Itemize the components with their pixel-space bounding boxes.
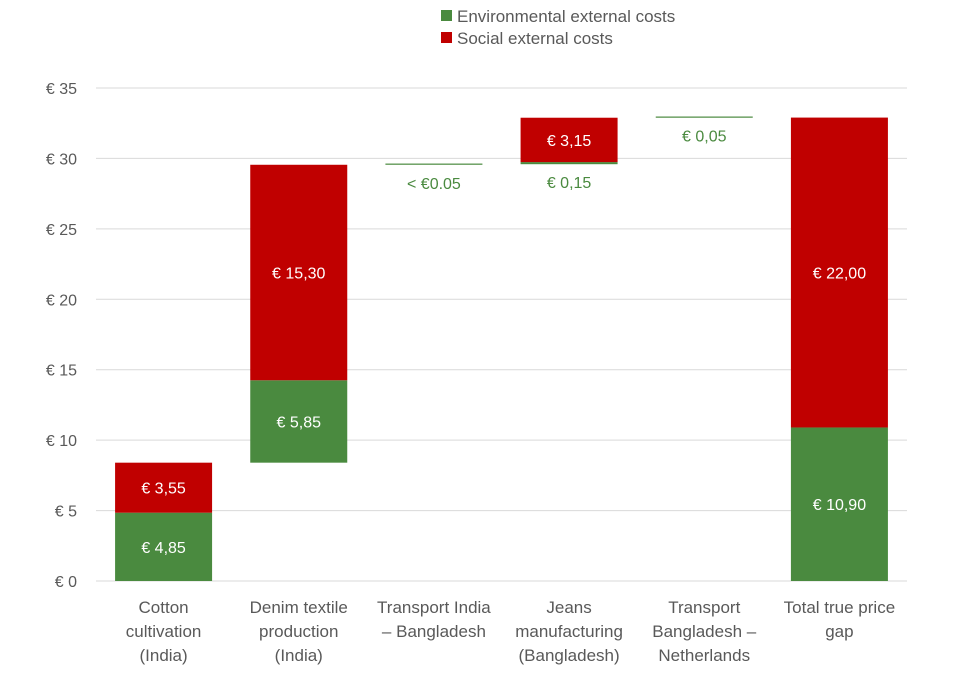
x-axis-labels: Cotton cultivation (India) Denim textile pro… [126, 598, 895, 665]
legend: Environmental external costs Social exter… [441, 7, 675, 48]
social-bar-segment [250, 164, 348, 381]
social-bar-segment [115, 462, 213, 513]
legend-swatch-social [441, 32, 452, 43]
x-tick-label: Total true price gap [784, 598, 896, 641]
environmental-bar-segment [385, 163, 483, 165]
y-tick-label: € 25 [46, 222, 77, 239]
x-tick-label: Transport Bangladesh – Netherlands [652, 598, 757, 665]
environmental-bar-segment [520, 162, 618, 165]
legend-label: Environmental external costs [457, 7, 675, 26]
x-tick-label: Transport India – Bangladesh [377, 598, 491, 641]
data-label: € 3,55 [141, 481, 186, 498]
y-axis-ticks: € 0 € 5 € 10 € 15 € 20 € 25 € 30 € 35 [46, 81, 77, 591]
environmental-bar-segment [115, 512, 213, 581]
x-tick-label: Cotton cultivation (India) [126, 598, 202, 665]
y-tick-label: € 30 [46, 151, 77, 168]
environmental-bar-segment [655, 116, 753, 118]
bars [115, 116, 888, 581]
data-label: € 0,05 [682, 129, 727, 146]
data-labels: € 4,85 € 3,55 € 5,85 € 15,30 < €0.05 € 0,15 € … [141, 129, 866, 557]
gridlines [96, 87, 907, 582]
data-label: € 0,15 [547, 175, 592, 192]
legend-swatch-environmental [441, 10, 452, 21]
y-tick-label: € 0 [55, 574, 77, 591]
data-label: € 3,15 [547, 133, 592, 150]
environmental-bar-segment [250, 380, 348, 463]
y-tick-label: € 20 [46, 292, 77, 309]
x-tick-label: Denim textile production (India) [250, 598, 348, 665]
social-bar-segment [790, 117, 888, 428]
legend-label: Social external costs [457, 29, 613, 48]
data-label: € 22,00 [813, 266, 866, 283]
data-label: € 5,85 [277, 414, 322, 431]
data-label: € 15,30 [272, 266, 325, 283]
data-label: € 4,85 [141, 540, 186, 557]
data-label: € 10,90 [813, 497, 866, 514]
x-tick-label: Jeans manufacturing (Bangladesh) [515, 598, 623, 665]
y-tick-label: € 5 [55, 504, 77, 521]
data-label: < €0.05 [407, 176, 461, 193]
environmental-bar-segment [790, 427, 888, 581]
y-tick-label: € 35 [46, 81, 77, 98]
y-tick-label: € 10 [46, 433, 77, 450]
social-bar-segment [520, 117, 618, 163]
y-tick-label: € 15 [46, 363, 77, 380]
